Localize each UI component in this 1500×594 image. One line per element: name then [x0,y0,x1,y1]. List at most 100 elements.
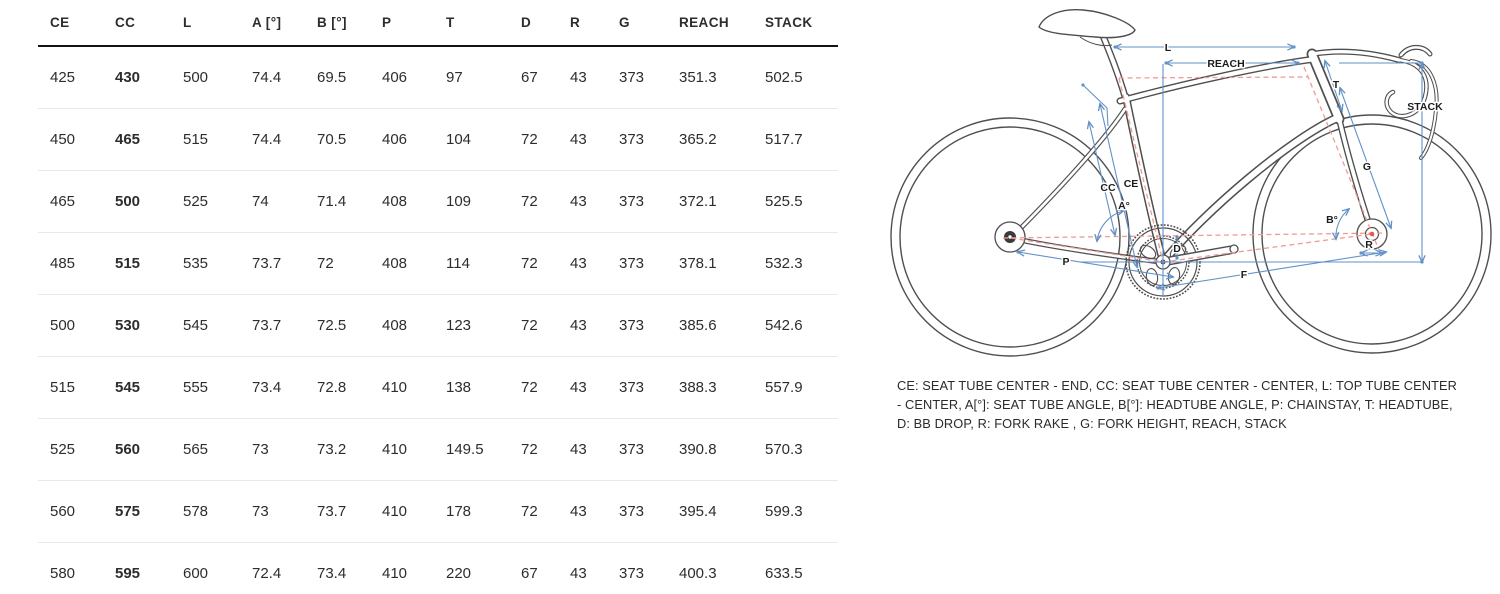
table-cell: 545 [115,379,141,396]
table-cell: 138 [446,379,472,396]
table-cell: 410 [382,441,408,458]
table-cell: 114 [446,255,470,272]
table-cell: 390.8 [679,441,717,458]
table-cell: 532.3 [765,255,803,272]
table-cell: 67 [521,565,538,582]
column-header: REACH [679,15,730,30]
table-cell: 560 [115,441,141,458]
table-row: 465 500 525 74 71.4 408 109 72 43 373 372.1 525.5 [38,171,838,233]
table-cell: 515 [115,255,141,272]
table-cell: 365.2 [679,131,717,148]
column-header: T [446,15,455,30]
table-cell: 525 [50,441,76,458]
column-header: G [619,15,630,30]
table-cell: 515 [183,131,209,148]
table-cell: 600 [183,565,209,582]
table-row: 450 465 515 74.4 70.5 406 104 72 43 373 365.2 517.7 [38,109,838,171]
table-row: 500 530 545 73.7 72.5 408 123 72 43 373 385.6 542.6 [38,295,838,357]
saddle [1038,8,1136,47]
column-header: R [570,15,581,30]
label-fork-rake: R [1365,239,1373,251]
table-header-row: CE CC L A [°] B [°] P T D R G REACH STACK [38,0,838,47]
table-cell: 410 [382,503,408,520]
table-cell: 570.3 [765,441,803,458]
table-cell: 72.4 [252,565,282,582]
table-cell: 525 [183,193,209,210]
label-seat-angle: A° [1118,200,1130,212]
dimension-lines [1018,47,1422,296]
rear-hub [994,221,1026,253]
table-cell: 406 [382,131,408,148]
label-fork-height: G [1363,161,1371,173]
table-cell: 565 [183,441,209,458]
table-cell: 74 [252,193,269,210]
table-cell: 72 [521,317,538,334]
column-header: B [°] [317,15,347,30]
legend-text: CE: SEAT TUBE CENTER - END, CC: SEAT TUB… [897,378,1457,431]
table-cell: 43 [570,441,587,458]
table-cell: 73.4 [317,565,347,582]
column-header: L [183,15,192,30]
table-cell: 43 [570,503,587,520]
table-cell: 73.4 [252,379,282,396]
column-header: P [382,15,392,30]
column-header: CC [115,15,136,30]
table-cell: 373 [619,317,645,334]
table-cell: 74.4 [252,69,282,86]
table-cell: 72 [521,193,538,210]
label-front-center: F [1241,269,1248,281]
table-cell: 43 [570,193,587,210]
table-cell: 410 [382,565,408,582]
table-cell: 178 [446,503,472,520]
front-axle-dot [1369,231,1375,237]
table-cell: 595 [115,565,141,582]
table-cell: 67 [521,69,538,86]
table-cell: 408 [382,193,408,210]
table-cell: 378.1 [679,255,717,272]
table-cell: 72 [521,503,538,520]
table-row: 525 560 565 73 73.2 410 149.5 72 43 373 390.8 570.3 [38,419,838,481]
table-cell: 555 [183,379,209,396]
table-cell: 43 [570,131,587,148]
table-cell: 450 [50,131,76,148]
label-bb-drop: D [1173,243,1181,255]
table-cell: 373 [619,131,645,148]
table-cell: 400.3 [679,565,717,582]
table-cell: 406 [382,69,408,86]
table-cell: 373 [619,379,645,396]
table-row: 580 595 600 72.4 73.4 410 220 67 43 373 400.3 633.5 [38,543,838,594]
table-cell: 395.4 [679,503,717,520]
table-cell: 43 [570,565,587,582]
column-header: D [521,15,532,30]
table-cell: 372.1 [679,193,717,210]
table-cell: 633.5 [765,565,803,582]
table-cell: 73.7 [252,317,282,334]
table-cell: 373 [619,69,645,86]
table-cell: 74.4 [252,131,282,148]
column-header: A [°] [252,15,282,30]
table-cell: 410 [382,379,408,396]
table-cell: 465 [115,131,141,148]
table-cell: 43 [570,379,587,396]
table-cell: 408 [382,255,408,272]
table-cell: 72 [521,131,538,148]
table-cell: 373 [619,565,645,582]
table-cell: 72 [521,379,538,396]
bike-geometry-diagram: L REACH STACK T G B° R F D A° CC CE P [890,8,1492,357]
table-row: 515 545 555 73.4 72.8 410 138 72 43 373 388.3 557.9 [38,357,838,419]
label-headtube: T [1333,79,1340,91]
table-cell: 575 [115,503,141,520]
table-cell: 535 [183,255,209,272]
table-cell: 485 [50,255,76,272]
table-cell: 425 [50,69,76,86]
table-cell: 351.3 [679,69,717,86]
table-cell: 43 [570,317,587,334]
table-cell: 542.6 [765,317,803,334]
table-cell: 109 [446,193,472,210]
label-chainstay: P [1062,256,1069,268]
table-cell: 73 [252,503,269,520]
table-cell: 599.3 [765,503,803,520]
table-row: 560 575 578 73 73.7 410 178 72 43 373 395.4 599.3 [38,481,838,543]
label-top-tube: L [1165,42,1172,54]
table-cell: 385.6 [679,317,717,334]
